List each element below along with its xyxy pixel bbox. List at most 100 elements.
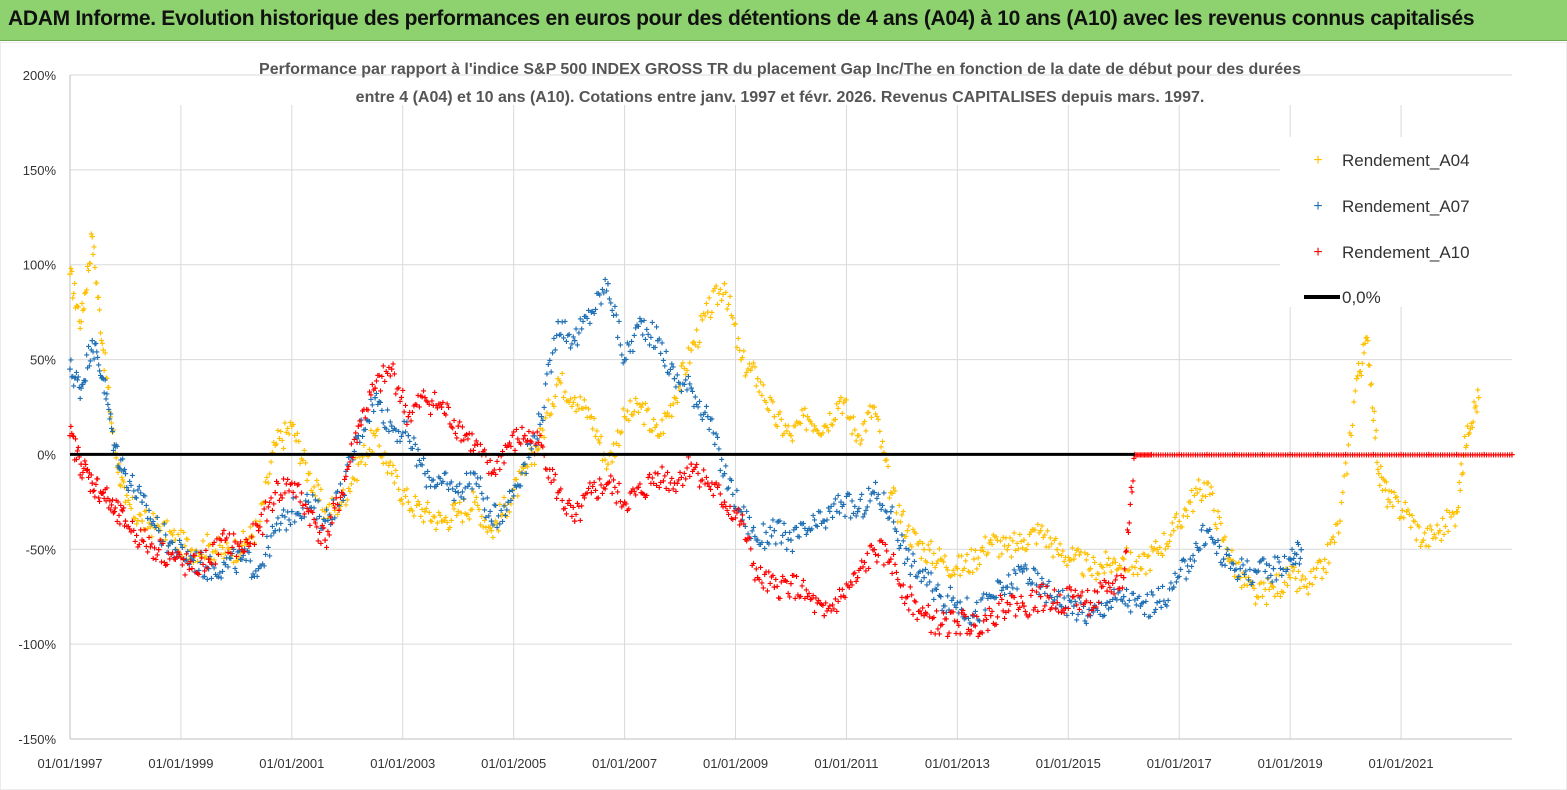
data-point: + — [114, 442, 120, 453]
data-point: + — [1261, 579, 1267, 590]
data-point: + — [1099, 562, 1105, 573]
data-point: + — [403, 427, 409, 438]
data-point: + — [1150, 547, 1156, 558]
data-point: + — [658, 430, 664, 441]
data-point: + — [78, 317, 84, 329]
data-point: + — [1169, 518, 1175, 529]
data-point: + — [331, 499, 337, 510]
data-point: + — [970, 568, 976, 579]
data-point: + — [84, 285, 90, 296]
data-point: + — [1419, 538, 1425, 549]
data-point: + — [264, 473, 270, 484]
data-point: + — [1332, 538, 1338, 549]
data-point: + — [986, 591, 992, 602]
data-point: + — [272, 525, 278, 537]
data-point: + — [555, 374, 561, 386]
data-point: + — [1060, 586, 1066, 597]
data-point: + — [253, 520, 259, 531]
data-point: + — [70, 372, 76, 383]
data-point: + — [817, 507, 823, 518]
data-point: + — [218, 550, 224, 561]
data-point: + — [1232, 566, 1238, 577]
data-point: + — [1131, 570, 1137, 581]
data-point: + — [762, 544, 768, 555]
data-point: + — [365, 406, 371, 417]
data-point: + — [938, 554, 944, 566]
data-point: + — [1108, 567, 1114, 578]
data-point: + — [648, 426, 654, 437]
data-point: + — [184, 555, 190, 566]
data-point: + — [258, 562, 264, 573]
data-point: + — [509, 486, 515, 497]
data-point: + — [1283, 564, 1289, 575]
data-point: + — [127, 525, 133, 536]
data-point: + — [382, 423, 388, 434]
data-point: + — [623, 414, 629, 425]
data-point: + — [735, 334, 741, 345]
data-point: + — [1125, 528, 1131, 539]
data-point: + — [202, 553, 208, 564]
data-point: + — [357, 417, 363, 428]
data-point: + — [215, 534, 221, 545]
data-point: + — [1149, 543, 1155, 554]
data-point: + — [792, 523, 798, 534]
data-point: + — [1240, 560, 1246, 571]
data-point: + — [1129, 562, 1135, 573]
data-point: + — [307, 521, 313, 532]
data-point: + — [624, 406, 630, 417]
data-point: + — [1107, 597, 1113, 608]
data-point: + — [1204, 525, 1210, 537]
data-point: + — [1165, 596, 1171, 607]
data-point: + — [1053, 534, 1059, 545]
data-point: + — [1082, 617, 1088, 628]
data-point: + — [577, 315, 583, 326]
data-point: + — [145, 524, 151, 535]
data-point: + — [440, 517, 446, 528]
data-point: + — [99, 489, 105, 500]
data-point: + — [1355, 371, 1361, 382]
data-point: + — [968, 545, 974, 556]
data-point: + — [1248, 577, 1254, 588]
data-point: + — [834, 507, 840, 518]
data-point: + — [1290, 566, 1296, 577]
data-point: + — [117, 464, 123, 475]
data-point: + — [1087, 563, 1093, 575]
data-point: + — [250, 532, 256, 543]
data-point: + — [630, 347, 636, 358]
data-point: + — [342, 491, 348, 502]
data-point: + — [561, 333, 567, 344]
data-point: + — [1167, 537, 1173, 548]
data-point: + — [1040, 579, 1046, 590]
data-point: + — [150, 509, 156, 520]
data-point: + — [337, 480, 343, 491]
data-point: + — [71, 289, 77, 300]
data-point: + — [1133, 557, 1139, 568]
data-point: + — [107, 415, 113, 426]
data-point: + — [640, 400, 646, 411]
data-point: + — [1287, 554, 1293, 566]
data-point: + — [1358, 371, 1364, 382]
data-point: + — [671, 393, 677, 405]
data-point: + — [1391, 488, 1397, 499]
data-point: + — [317, 496, 323, 507]
data-point: + — [634, 399, 640, 410]
data-point: + — [86, 468, 92, 479]
data-point: + — [1136, 552, 1142, 563]
data-point: + — [112, 503, 118, 514]
data-point: + — [794, 418, 800, 429]
data-point: + — [1369, 380, 1375, 391]
data-point: + — [738, 506, 744, 518]
data-point: + — [247, 539, 253, 550]
data-point: + — [1180, 512, 1186, 523]
data-point: + — [799, 519, 805, 530]
data-point: + — [222, 559, 228, 571]
data-point: + — [275, 479, 281, 490]
data-point: + — [526, 453, 532, 464]
data-point: + — [956, 551, 962, 562]
data-point: + — [74, 301, 80, 312]
data-point: + — [385, 405, 391, 416]
data-point: + — [608, 298, 614, 309]
data-point: + — [436, 508, 442, 519]
data-point: + — [1142, 550, 1148, 561]
data-point: + — [1394, 492, 1400, 503]
